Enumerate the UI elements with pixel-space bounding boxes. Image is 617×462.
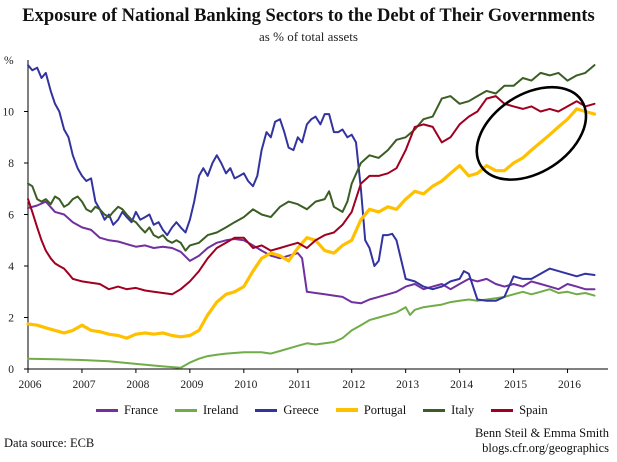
x-tick-label: 2012 — [342, 379, 365, 391]
x-tick-label: 2011 — [288, 379, 311, 391]
legend-item-greece: Greece — [255, 402, 319, 418]
x-tick-label: 2015 — [504, 379, 527, 391]
series-line-france — [27, 200, 596, 305]
chart-legend: France Ireland Greece Portugal Italy Spain — [96, 402, 565, 418]
legend-item-ireland: Ireland — [175, 403, 238, 418]
line-chart: 0 2 4 6 8 10% 2006 2007 2008 2009 2010 2011 2012 2013… — [3, 55, 608, 391]
legend-item-italy: Italy — [423, 403, 474, 418]
chart-annotations — [475, 85, 588, 181]
legend-label: Spain — [519, 402, 548, 417]
x-tick-label: 2013 — [396, 379, 419, 391]
x-tick-label: 2007 — [72, 379, 95, 391]
y-tick-label: 2 — [8, 313, 14, 325]
legend-label: Ireland — [203, 402, 239, 417]
credit: Benn Steil & Emma Smith blogs.cfr.org/ge… — [475, 426, 609, 456]
y-tick-label: 6 — [8, 210, 14, 222]
legend-item-spain: Spain — [491, 402, 548, 418]
chart-title: Exposure of National Banking Sectors to … — [22, 6, 595, 26]
y-tick-label: 0 — [8, 364, 14, 376]
y-tick-label: 4 — [8, 261, 14, 273]
legend-label: Portugal — [363, 402, 407, 417]
series-line-portugal — [26, 107, 597, 340]
highlight-ellipse — [475, 85, 588, 181]
legend-label: France — [124, 402, 159, 417]
credit-authors: Benn Steil & Emma Smith — [474, 426, 609, 440]
x-tick-label: 2009 — [180, 379, 203, 391]
y-tick-label: 10 — [3, 107, 15, 119]
legend-swatch — [255, 408, 278, 412]
legend-swatch — [96, 408, 118, 412]
chart-series-lines — [26, 64, 597, 369]
legend-swatch — [423, 408, 446, 412]
data-source: Data source: ECB — [4, 436, 95, 450]
legend-item-france: France — [96, 403, 158, 418]
legend-item-portugal: Portugal — [335, 402, 407, 418]
x-tick-label: 2016 — [558, 379, 581, 391]
y-axis-label: % — [4, 55, 14, 67]
x-tick-label: 2010 — [234, 379, 257, 391]
legend-label: Italy — [451, 402, 475, 417]
y-tick-label: 8 — [8, 158, 14, 170]
x-tick-label: 2014 — [450, 379, 473, 391]
x-tick-label: 2006 — [19, 379, 42, 391]
chart-axes: 0 2 4 6 8 10% 2006 2007 2008 2009 2010 2011 2012 2013… — [3, 55, 608, 391]
chart-subtitle: as % of total assets — [259, 29, 358, 44]
legend-swatch — [335, 408, 358, 412]
legend-swatch — [491, 408, 514, 412]
series-line-ireland — [27, 288, 596, 369]
x-tick-label: 2008 — [126, 379, 149, 391]
series-line-spain — [27, 95, 596, 296]
legend-swatch — [175, 408, 198, 412]
legend-label: Greece — [283, 402, 319, 417]
series-line-italy — [27, 64, 596, 252]
credit-url: blogs.cfr.org/geographics — [482, 441, 609, 455]
